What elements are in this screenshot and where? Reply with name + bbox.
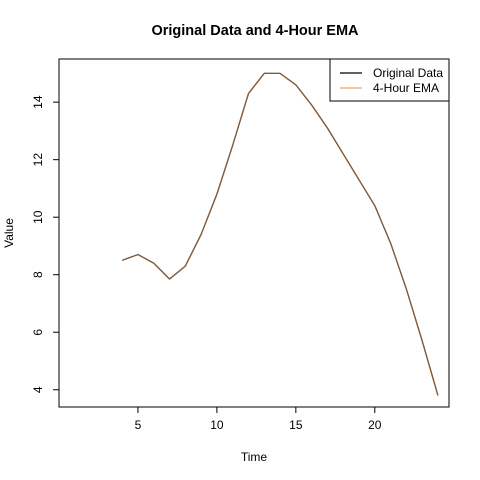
plot-frame [58,58,450,408]
legend-box [329,58,450,102]
x-tick-label: 20 [368,418,382,432]
series-layer [121,72,439,396]
y-tick-label: 4 [31,386,45,393]
x-tick-label: 10 [210,418,224,432]
x-axis: 5 10 15 20 [135,407,382,432]
y-axis-label: Value [2,218,16,248]
series-line-ema [121,72,439,396]
chart-title: Original Data and 4-Hour EMA [151,23,359,39]
y-tick-label: 14 [31,95,45,109]
legend-label: 4-Hour EMA [373,81,439,95]
y-tick-label: 10 [31,210,45,224]
x-tick-label: 5 [135,418,142,432]
x-tick-label: 15 [289,418,303,432]
legend-label: Original Data [373,66,443,80]
x-axis-label: Time [241,450,268,464]
y-tick-label: 6 [31,329,45,336]
y-tick-label: 8 [31,271,45,278]
y-tick-label: 12 [31,153,45,167]
y-axis: 4 6 8 10 12 14 [31,95,59,393]
series-line-original-data [121,72,439,396]
